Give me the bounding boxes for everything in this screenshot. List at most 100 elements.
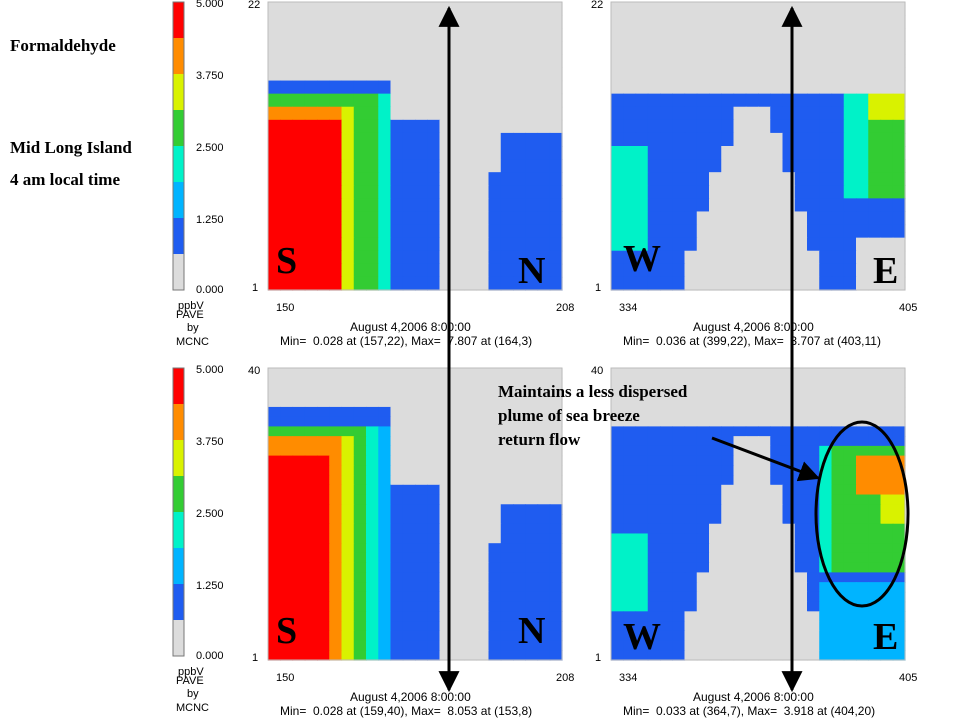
heatmap-cell [415, 504, 428, 515]
heatmap-cell [623, 387, 637, 398]
heatmap-cell [427, 172, 441, 186]
heatmap-cell [353, 426, 367, 437]
heatmap-cell [843, 640, 857, 651]
heatmap-cell [611, 159, 624, 173]
heatmap-cell [831, 276, 845, 291]
heatmap-cell [500, 28, 514, 42]
heatmap-cell [353, 621, 367, 632]
heatmap-cell [341, 41, 355, 55]
heatmap-cell [635, 650, 649, 661]
heatmap-cell [696, 198, 710, 213]
heatmap-cell [292, 475, 306, 486]
colorbar-swatch [173, 620, 184, 656]
heatmap-cell [843, 611, 857, 622]
heatmap-cell [341, 224, 355, 239]
heatmap-cell [268, 2, 281, 16]
heatmap-cell [721, 41, 735, 55]
heatmap-cell [856, 250, 869, 265]
colorbar-tick-label: 5.000 [196, 0, 224, 10]
heatmap-cell [378, 2, 392, 16]
heatmap-cell [892, 211, 906, 226]
heatmap-cell [770, 494, 784, 505]
heatmap-cell [353, 224, 367, 239]
heatmap-cell [317, 504, 330, 515]
heatmap-cell [745, 601, 759, 612]
heatmap-cell [402, 237, 416, 252]
heatmap-cell [831, 397, 845, 408]
heatmap-cell [525, 67, 539, 82]
heatmap-cell [280, 455, 294, 466]
heatmap-cell [684, 484, 698, 496]
heatmap-cell [402, 54, 416, 69]
heatmap-cell [721, 523, 735, 535]
heatmap-cell [745, 106, 759, 121]
heatmap-cell [684, 514, 698, 525]
heatmap-cell [611, 368, 624, 379]
heatmap-cell [831, 455, 845, 466]
heatmap-cell [758, 436, 771, 447]
heatmap-cell [525, 93, 539, 108]
heatmap-cell [378, 426, 392, 437]
heatmap-cell [280, 224, 294, 239]
heatmap-cell [647, 67, 661, 82]
heatmap-cell [304, 562, 318, 573]
heatmap-cell [647, 494, 661, 505]
heatmap-cell [721, 54, 735, 69]
heatmap-cell [525, 80, 539, 95]
min-max-readout: Min= 0.028 at (159,40), Max= 8.053 at (1… [280, 704, 533, 718]
heatmap-cell [525, 41, 539, 55]
heatmap-cell [696, 514, 710, 525]
heatmap-cell [647, 455, 661, 466]
heatmap-cell [721, 106, 735, 121]
heatmap-cell [378, 504, 392, 515]
heatmap-cell [647, 15, 661, 29]
heatmap-cell [537, 523, 551, 535]
heatmap-cell [684, 504, 698, 515]
heatmap-cell [733, 572, 747, 583]
heatmap-cell [500, 591, 514, 603]
heatmap-cell [758, 146, 771, 160]
heatmap-cell [464, 41, 477, 55]
heatmap-cell [488, 2, 502, 16]
heatmap-cell [525, 237, 539, 252]
heatmap-cell [513, 185, 526, 199]
heatmap-cell [721, 552, 735, 564]
heatmap-cell [304, 237, 318, 252]
heatmap-cell [831, 445, 845, 457]
heatmap-cell [892, 523, 906, 535]
heatmap-cell [819, 552, 833, 564]
heatmap-cell [476, 640, 490, 651]
heatmap-cell [611, 41, 624, 55]
heatmap-cell [280, 523, 294, 535]
heatmap-cell [476, 250, 490, 265]
heatmap-cell [831, 523, 845, 535]
heatmap-cell [696, 2, 710, 16]
heatmap-cell [660, 406, 673, 418]
heatmap-cell [292, 601, 306, 612]
heatmap-cell [880, 445, 894, 457]
y-tick-label: 22 [591, 0, 604, 11]
heatmap-cell [292, 562, 306, 573]
heatmap-cell [513, 572, 526, 583]
heatmap-cell [819, 640, 833, 651]
heatmap-cell [709, 224, 722, 239]
heatmap-cell [341, 397, 355, 408]
heatmap-cell [647, 41, 661, 55]
heatmap-cell [476, 146, 490, 160]
heatmap-cell [635, 67, 649, 82]
heatmap-cell [770, 106, 784, 121]
heatmap-cell [415, 198, 428, 213]
heatmap-cell [868, 475, 882, 486]
heatmap-cell [292, 185, 306, 199]
heatmap-cell [366, 640, 379, 651]
heatmap-cell [807, 484, 820, 496]
heatmap-cell [807, 494, 820, 505]
heatmap-cell [304, 80, 318, 95]
heatmap-cell [464, 80, 477, 95]
heatmap-cell [745, 494, 759, 505]
heatmap-cell [635, 572, 649, 583]
heatmap-cell [317, 465, 330, 476]
heatmap-cell [513, 377, 526, 389]
heatmap-cell [366, 80, 379, 95]
heatmap-cell [390, 237, 404, 252]
